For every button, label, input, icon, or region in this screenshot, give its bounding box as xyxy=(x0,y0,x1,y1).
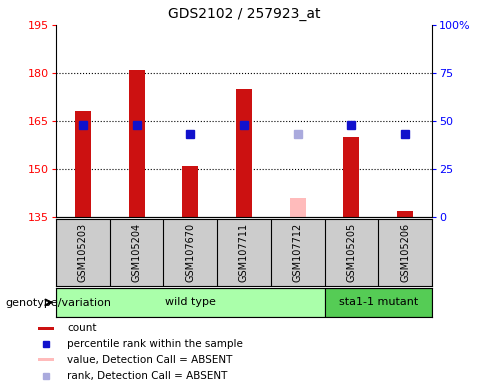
Bar xyxy=(290,198,305,217)
Bar xyxy=(75,111,91,217)
Title: GDS2102 / 257923_at: GDS2102 / 257923_at xyxy=(168,7,320,21)
Bar xyxy=(236,89,252,217)
Text: GSM105206: GSM105206 xyxy=(400,223,410,282)
Text: value, Detection Call = ABSENT: value, Detection Call = ABSENT xyxy=(67,355,232,365)
Bar xyxy=(344,137,359,217)
Bar xyxy=(397,210,413,217)
Bar xyxy=(129,70,144,217)
Text: GSM105203: GSM105203 xyxy=(78,223,88,282)
Text: rank, Detection Call = ABSENT: rank, Detection Call = ABSENT xyxy=(67,371,227,381)
Text: wild type: wild type xyxy=(165,297,216,308)
Text: sta1-1 mutant: sta1-1 mutant xyxy=(339,297,418,308)
Text: GSM107712: GSM107712 xyxy=(293,223,303,282)
Text: GSM107711: GSM107711 xyxy=(239,223,249,282)
Text: GSM107670: GSM107670 xyxy=(185,223,195,282)
Text: count: count xyxy=(67,323,97,333)
Text: GSM105205: GSM105205 xyxy=(346,223,356,282)
Text: GSM105204: GSM105204 xyxy=(132,223,142,282)
Bar xyxy=(38,327,54,330)
Bar xyxy=(56,288,325,317)
Text: genotype/variation: genotype/variation xyxy=(5,298,111,308)
Bar xyxy=(183,166,198,217)
Text: percentile rank within the sample: percentile rank within the sample xyxy=(67,339,243,349)
Bar xyxy=(325,288,432,317)
Bar xyxy=(38,359,54,361)
